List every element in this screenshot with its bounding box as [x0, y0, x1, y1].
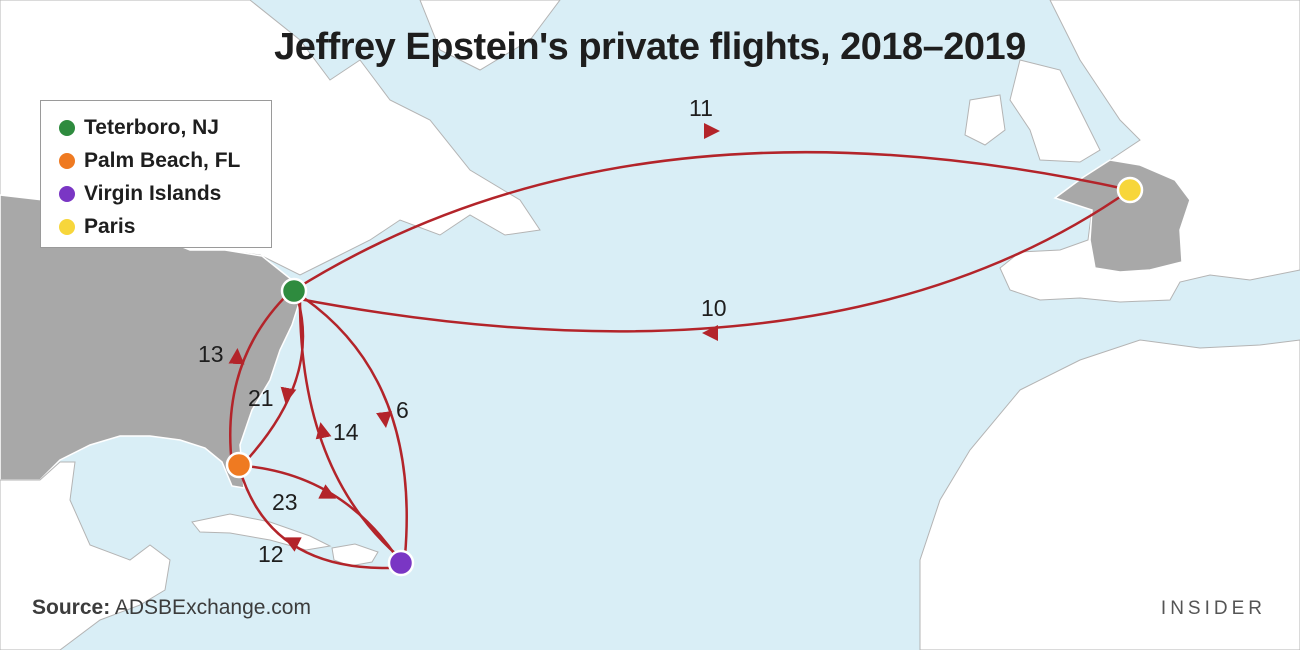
legend-label: Paris	[84, 214, 136, 238]
source-credit: Source: ADSBExchange.com	[32, 596, 311, 620]
africa-land	[919, 339, 1300, 650]
legend: Teterboro, NJ Palm Beach, FL Virgin Isla…	[40, 100, 272, 248]
route-label-14: 14	[333, 419, 359, 445]
legend-item-virgin-islands: Virgin Islands	[59, 177, 271, 210]
legend-item-teterboro: Teterboro, NJ	[59, 111, 271, 144]
france-land	[1053, 159, 1191, 273]
legend-item-paris: Paris	[59, 210, 271, 243]
route-label-13: 13	[198, 341, 224, 367]
legend-item-palm-beach: Palm Beach, FL	[59, 144, 271, 177]
ireland-land	[964, 94, 1006, 146]
legend-dot-virgin-islands	[59, 185, 75, 202]
legend-dot-teterboro	[59, 119, 75, 136]
route-palmbeach-teterboro	[229, 291, 291, 466]
mexico-land	[0, 461, 171, 650]
source-prefix: Source:	[32, 596, 111, 619]
route-teterboro-virgin	[303, 296, 408, 557]
europe-land	[999, 0, 1300, 303]
route-teterboro-paris	[293, 150, 1131, 292]
marker-teterboro	[280, 277, 308, 305]
uk-land	[1009, 59, 1101, 163]
marker-virgin-islands	[387, 549, 415, 577]
route-labels: 11 10 13 21 14 6 23 12	[198, 95, 727, 567]
europe	[964, 0, 1300, 303]
route-label-23: 23	[272, 489, 298, 515]
route-teterboro-palmbeach	[244, 299, 305, 463]
legend-label: Virgin Islands	[84, 181, 222, 205]
marker-palm-beach	[225, 451, 253, 479]
route-label-10: 10	[701, 295, 727, 321]
legend-dot-palm-beach	[59, 152, 75, 169]
legend-label: Palm Beach, FL	[84, 148, 241, 172]
flight-routes	[229, 150, 1131, 570]
route-paris-teterboro	[293, 188, 1131, 333]
usa-land	[0, 194, 301, 489]
legend-dot-paris	[59, 218, 75, 235]
route-label-12: 12	[258, 541, 284, 567]
source-text: ADSBExchange.com	[114, 596, 311, 619]
greenland-land	[419, 0, 561, 71]
hispaniola-land	[331, 543, 379, 567]
brand-logo: INSIDER	[1160, 598, 1266, 619]
route-label-11: 11	[689, 95, 713, 121]
route-label-21: 21	[248, 385, 274, 411]
map-title: Jeffrey Epstein's private flights, 2018–…	[274, 26, 1026, 68]
location-markers	[225, 176, 1144, 577]
marker-paris	[1116, 176, 1144, 204]
legend-label: Teterboro, NJ	[84, 115, 219, 139]
route-virgin-teterboro	[298, 299, 399, 557]
route-label-6: 6	[396, 397, 409, 423]
